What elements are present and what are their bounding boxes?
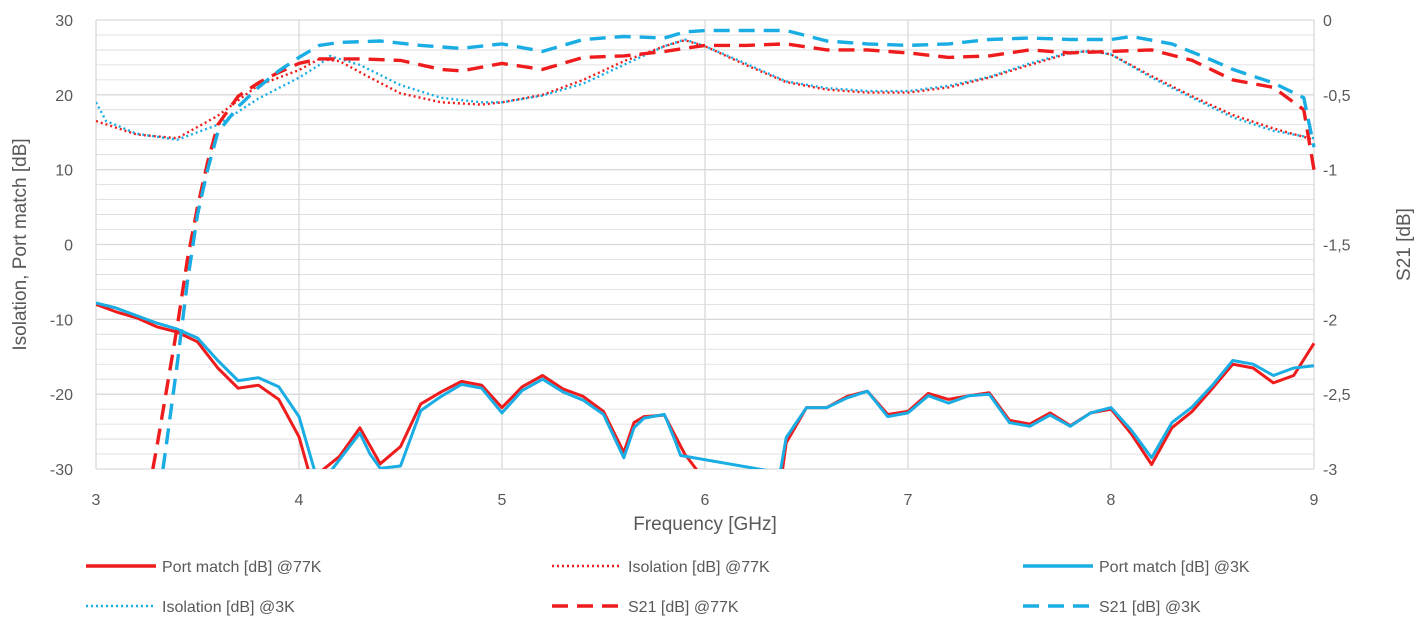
series-layer	[96, 28, 1316, 469]
legend-item: Port match [dB] @3K	[1023, 559, 1250, 576]
legend-label: Port match [dB] @3K	[1099, 559, 1250, 576]
y-left-axis-title: Isolation, Port match [dB]	[10, 138, 31, 350]
legend-label: Port match [dB] @77K	[162, 559, 322, 576]
x-tick-label: 5	[498, 492, 507, 509]
x-tick-label: 9	[1310, 492, 1319, 509]
y-left-tick-label: 10	[55, 163, 73, 180]
legend-label: S21 [dB] @77K	[628, 599, 739, 616]
y-left-tick-label: 20	[55, 88, 73, 105]
grid-layer	[95, 19, 1315, 470]
series-line-5	[151, 42, 1316, 469]
x-tick-label: 7	[904, 492, 913, 509]
legend-item: Isolation [dB] @3K	[86, 599, 295, 616]
legend-label: S21 [dB] @3K	[1099, 599, 1201, 616]
legend-label: Isolation [dB] @3K	[162, 599, 295, 616]
y-left-tick-label: 30	[55, 13, 73, 30]
x-axis-title: Frequency [GHz]	[633, 514, 777, 535]
legend-item: Isolation [dB] @77K	[552, 559, 770, 576]
y-right-tick-label: -2	[1323, 312, 1337, 329]
legend-item: S21 [dB] @77K	[552, 599, 739, 616]
legend-item: S21 [dB] @3K	[1023, 599, 1201, 616]
y-right-tick-label: -3	[1323, 462, 1337, 479]
y-right-tick-label: -0,5	[1323, 88, 1351, 105]
legend: Port match [dB] @77K Isolation [dB] @77K P…	[86, 559, 1250, 616]
series-line-3	[96, 301, 1315, 469]
y-right-tick-label: 0	[1323, 13, 1332, 30]
tick-layer: 3 4 5 6 7 8 9 30 20 10 0 -10 -20 -30 0 -0,5 -1 -1,5 -2 -2,5…	[50, 13, 1351, 509]
y-left-tick-label: -20	[50, 387, 73, 404]
y-left-tick-label: -30	[50, 462, 73, 479]
y-right-tick-label: -1,5	[1323, 238, 1351, 255]
legend-item: Port match [dB] @77K	[86, 559, 322, 576]
x-tick-label: 8	[1107, 492, 1116, 509]
y-left-tick-label: 0	[64, 238, 73, 255]
x-tick-label: 4	[295, 492, 304, 509]
y-left-tick-label: -10	[50, 312, 73, 329]
x-tick-label: 3	[92, 492, 101, 509]
legend-label: Isolation [dB] @77K	[628, 559, 770, 576]
series-line-6	[161, 28, 1316, 469]
y-right-axis-title: S21 [dB]	[1394, 208, 1415, 281]
x-tick-label: 6	[701, 492, 710, 509]
y-right-tick-label: -1	[1323, 163, 1337, 180]
y-right-tick-label: -2,5	[1323, 387, 1351, 404]
